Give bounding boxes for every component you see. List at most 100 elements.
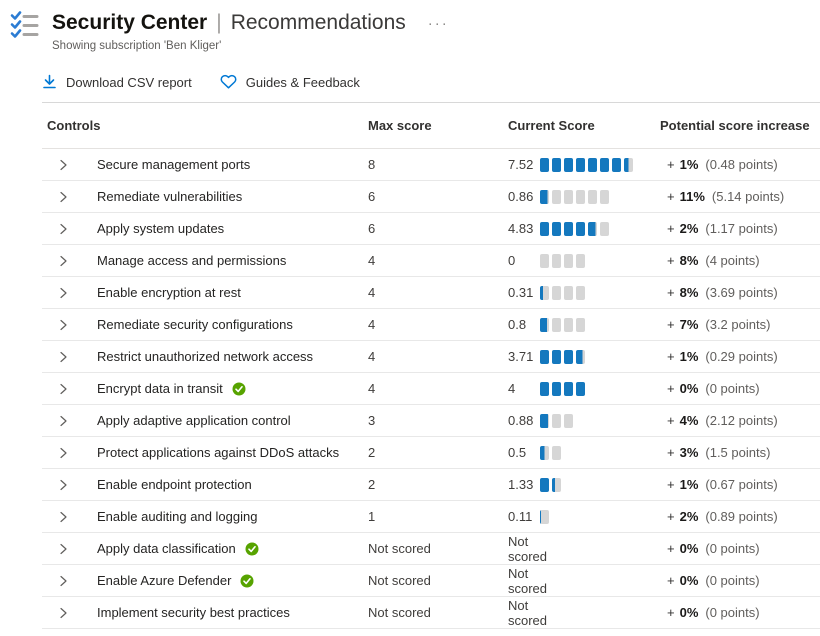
expand-chevron-icon[interactable] bbox=[55, 221, 71, 237]
increase-percent: 3% bbox=[679, 445, 699, 460]
score-bar bbox=[540, 413, 573, 428]
increase-percent: 0% bbox=[679, 573, 699, 588]
table-row[interactable]: Remediate vulnerabilities 6 0.86 + 11% (… bbox=[42, 181, 820, 213]
increase-percent: 4% bbox=[679, 413, 699, 428]
table-row[interactable]: Enable auditing and logging 1 0.11 + 2% … bbox=[42, 501, 820, 533]
table-row[interactable]: Enable encryption at rest 4 0.31 + 8% (3… bbox=[42, 277, 820, 309]
increase-points: (0.89 points) bbox=[705, 509, 778, 524]
expand-chevron-icon[interactable] bbox=[55, 541, 71, 557]
expand-chevron-icon[interactable] bbox=[55, 509, 71, 525]
increase-points: (0 points) bbox=[705, 381, 760, 396]
current-score-value: 0.31 bbox=[508, 285, 534, 300]
page-title-section: Recommendations bbox=[230, 11, 406, 34]
expand-chevron-icon[interactable] bbox=[55, 253, 71, 269]
plus-sign: + bbox=[667, 573, 675, 588]
control-name: Secure management ports bbox=[97, 157, 251, 172]
control-name: Remediate security configurations bbox=[97, 317, 293, 332]
table-row[interactable]: Remediate security configurations 4 0.8 … bbox=[42, 309, 820, 341]
title-separator: | bbox=[216, 11, 222, 34]
expand-chevron-icon[interactable] bbox=[55, 477, 71, 493]
table-row[interactable]: Encrypt data in transit 4 4 + 0% (0 poin… bbox=[42, 373, 820, 405]
expand-chevron-icon[interactable] bbox=[55, 445, 71, 461]
current-score-value: 0.11 bbox=[508, 509, 533, 524]
max-score-value: 4 bbox=[368, 317, 376, 332]
control-name: Apply system updates bbox=[97, 221, 225, 236]
toolbar-divider bbox=[42, 102, 820, 103]
completed-check-icon bbox=[232, 382, 246, 396]
expand-chevron-icon[interactable] bbox=[55, 157, 71, 173]
plus-sign: + bbox=[667, 477, 675, 492]
table-row[interactable]: Implement security best practices Not sc… bbox=[42, 597, 820, 629]
table-row[interactable]: Enable Azure Defender Not scored Not sco… bbox=[42, 565, 820, 597]
increase-points: (4 points) bbox=[705, 253, 760, 268]
max-score-value: 2 bbox=[368, 445, 376, 460]
potential-increase-cell: + 3% (1.5 points) bbox=[660, 445, 820, 460]
page-header: Security Center | Recommendations ··· Sh… bbox=[0, 0, 820, 52]
page-title-app: Security Center bbox=[52, 11, 208, 34]
max-score-value: Not scored bbox=[368, 605, 431, 620]
table-row[interactable]: Protect applications against DDoS attack… bbox=[42, 437, 820, 469]
increase-percent: 8% bbox=[679, 285, 699, 300]
max-score-value: Not scored bbox=[368, 541, 431, 556]
table-row[interactable]: Enable endpoint protection 2 1.33 + 1% (… bbox=[42, 469, 820, 501]
potential-increase-cell: + 0% (0 points) bbox=[660, 605, 820, 620]
guides-feedback-button[interactable]: Guides & Feedback bbox=[220, 74, 360, 90]
score-bar bbox=[540, 157, 633, 172]
more-actions-icon[interactable]: ··· bbox=[427, 15, 449, 32]
expand-chevron-icon[interactable] bbox=[55, 189, 71, 205]
download-csv-button[interactable]: Download CSV report bbox=[42, 74, 192, 90]
table-row[interactable]: Secure management ports 8 7.52 + 1% (0.4… bbox=[42, 149, 820, 181]
plus-sign: + bbox=[667, 253, 675, 268]
increase-points: (0.29 points) bbox=[705, 349, 778, 364]
current-score-value: 0.88 bbox=[508, 413, 534, 428]
heart-icon bbox=[220, 74, 237, 90]
control-name: Enable auditing and logging bbox=[97, 509, 258, 524]
increase-percent: 7% bbox=[679, 317, 699, 332]
table-row[interactable]: Apply adaptive application control 3 0.8… bbox=[42, 405, 820, 437]
table-row[interactable]: Manage access and permissions 4 0 + 8% (… bbox=[42, 245, 820, 277]
max-score-value: 4 bbox=[368, 253, 376, 268]
potential-increase-cell: + 2% (1.17 points) bbox=[660, 221, 820, 236]
control-name: Enable encryption at rest bbox=[97, 285, 241, 300]
control-name: Implement security best practices bbox=[97, 605, 290, 620]
score-bar bbox=[540, 349, 585, 364]
score-bar bbox=[540, 285, 585, 300]
score-bar bbox=[540, 477, 561, 492]
table-row[interactable]: Restrict unauthorized network access 4 3… bbox=[42, 341, 820, 373]
expand-chevron-icon[interactable] bbox=[55, 285, 71, 301]
plus-sign: + bbox=[667, 285, 675, 300]
current-score-value: 0.5 bbox=[508, 445, 527, 460]
table-header: Controls Max score Current Score Potenti… bbox=[42, 103, 820, 149]
plus-sign: + bbox=[667, 349, 675, 364]
increase-points: (0.48 points) bbox=[705, 157, 778, 172]
download-icon bbox=[42, 74, 57, 90]
expand-chevron-icon[interactable] bbox=[55, 605, 71, 621]
subscription-subtitle: Showing subscription 'Ben Kliger' bbox=[52, 40, 222, 52]
expand-chevron-icon[interactable] bbox=[55, 573, 71, 589]
guides-feedback-label: Guides & Feedback bbox=[245, 74, 360, 90]
score-bar bbox=[540, 221, 609, 236]
expand-chevron-icon[interactable] bbox=[55, 317, 71, 333]
expand-chevron-icon[interactable] bbox=[55, 381, 71, 397]
current-score-value: 7.52 bbox=[508, 157, 534, 172]
table-row[interactable]: Apply data classification Not scored Not… bbox=[42, 533, 820, 565]
expand-chevron-icon[interactable] bbox=[55, 413, 71, 429]
increase-percent: 2% bbox=[679, 509, 699, 524]
current-score-value: 0 bbox=[508, 253, 516, 268]
score-bar bbox=[540, 189, 609, 204]
plus-sign: + bbox=[667, 381, 675, 396]
increase-percent: 1% bbox=[679, 477, 699, 492]
plus-sign: + bbox=[667, 445, 675, 460]
current-score-value: Not scored bbox=[508, 597, 548, 628]
increase-percent: 1% bbox=[679, 157, 699, 172]
plus-sign: + bbox=[667, 189, 675, 204]
potential-increase-cell: + 1% (0.67 points) bbox=[660, 477, 820, 492]
control-name: Manage access and permissions bbox=[97, 253, 287, 268]
increase-percent: 11% bbox=[679, 189, 705, 204]
plus-sign: + bbox=[667, 317, 675, 332]
expand-chevron-icon[interactable] bbox=[55, 349, 71, 365]
plus-sign: + bbox=[667, 221, 675, 236]
table-row[interactable]: Apply system updates 6 4.83 + 2% (1.17 p… bbox=[42, 213, 820, 245]
current-score-value: 4.83 bbox=[508, 221, 534, 236]
potential-increase-cell: + 8% (3.69 points) bbox=[660, 285, 820, 300]
